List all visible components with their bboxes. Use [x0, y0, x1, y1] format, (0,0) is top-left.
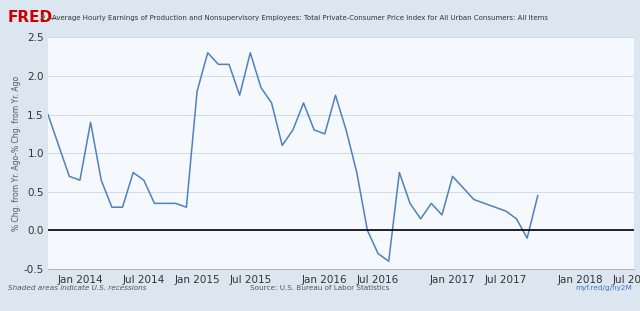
- Text: ↗: ↗: [37, 13, 45, 23]
- Text: FRED: FRED: [8, 10, 53, 26]
- Text: Source: U.S. Bureau of Labor Statistics: Source: U.S. Bureau of Labor Statistics: [250, 285, 390, 291]
- Y-axis label: % Chg. from Yr. Ago-% Chg. from Yr. Ago: % Chg. from Yr. Ago-% Chg. from Yr. Ago: [12, 76, 21, 231]
- Text: Shaded areas indicate U.S. recessions: Shaded areas indicate U.S. recessions: [8, 285, 146, 291]
- Text: —: —: [46, 13, 56, 23]
- Text: Average Hourly Earnings of Production and Nonsupervisory Employees: Total Privat: Average Hourly Earnings of Production an…: [52, 15, 548, 21]
- Text: myf.red/g/hy2M: myf.red/g/hy2M: [575, 285, 632, 291]
